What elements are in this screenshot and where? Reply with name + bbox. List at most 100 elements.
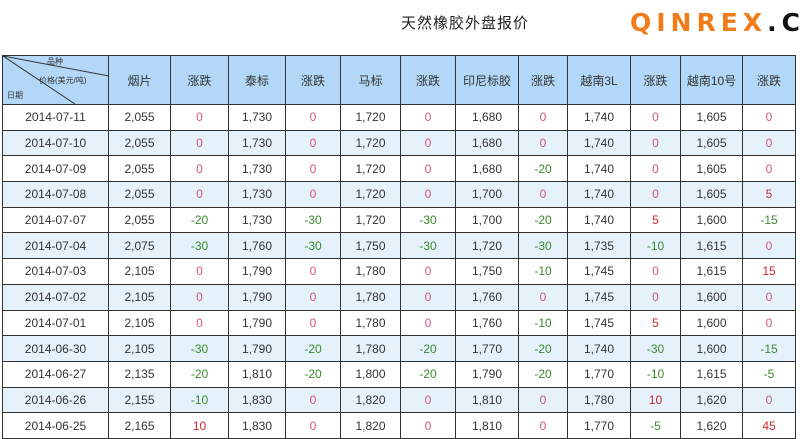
price-cell: 1,740 [567,335,631,362]
price-cell: 1,720 [340,155,401,183]
change-cell: -30 [518,232,568,260]
change-cell: 0 [285,104,341,131]
table-row: 2014-07-01 2,105 0 1,790 0 1,780 0 1,760 -10 1,74… [2,309,796,337]
price-cell: 1,820 [340,412,401,439]
change-cell: -30 [630,335,681,362]
change-cell: 0 [742,309,796,337]
change-cell: -20 [518,335,568,362]
change-cell: -20 [400,360,456,388]
table-row: 2014-06-26 2,155 -10 1,830 0 1,820 0 1,810 0 1,78… [2,386,796,414]
price-cell: 1,615 [680,360,743,388]
table-row: 2014-07-03 2,105 0 1,790 0 1,780 0 1,750 -10 1,74… [2,258,796,285]
change-cell: 0 [742,283,796,311]
date-cell: 2014-07-10 [2,129,109,157]
price-cell: 1,700 [455,206,519,234]
price-cell: 1,780 [340,283,401,311]
table-row: 2014-07-11 2,055 0 1,730 0 1,720 0 1,680 0 1,740 0… [2,104,796,131]
change-cell: 45 [742,412,796,439]
change-cell: 0 [742,232,796,260]
column-header: 涨跌 [170,55,229,105]
price-cell: 1,750 [340,232,401,260]
price-cell: 1,770 [567,360,631,388]
price-cell: 1,730 [228,104,286,131]
change-cell: 0 [518,104,568,131]
price-cell: 1,730 [228,206,286,234]
price-cell: 1,605 [680,181,743,208]
change-cell: 0 [170,309,229,337]
change-cell: 0 [170,155,229,183]
change-cell: 0 [400,309,456,337]
column-header: 涨跌 [285,55,341,105]
price-cell: 1,730 [228,155,286,183]
change-cell: 0 [742,104,796,131]
price-cell: 1,750 [455,258,519,285]
price-cell: 1,730 [228,181,286,208]
table-row: 2014-07-09 2,055 0 1,730 0 1,720 0 1,680 -20 1,74… [2,155,796,183]
price-cell: 1,680 [455,155,519,183]
price-cell: 1,770 [567,412,631,439]
change-cell: 0 [285,258,341,285]
column-header: 泰标 [228,55,286,105]
change-cell: 0 [170,181,229,208]
price-cell: 1,680 [455,104,519,131]
price-cell: 2,055 [108,129,171,157]
change-cell: 0 [630,104,681,131]
change-cell: 0 [630,129,681,157]
price-cell: 1,680 [455,129,519,157]
price-cell: 1,780 [567,386,631,414]
change-cell: 0 [170,104,229,131]
date-cell: 2014-06-26 [2,386,109,414]
price-cell: 1,830 [228,386,286,414]
price-cell: 1,760 [455,283,519,311]
change-cell: -10 [630,232,681,260]
change-cell: 0 [742,155,796,183]
date-cell: 2014-07-07 [2,206,109,234]
change-cell: -20 [518,206,568,234]
change-cell: 0 [400,386,456,414]
price-cell: 1,620 [680,412,743,439]
price-cell: 1,740 [567,206,631,234]
date-cell: 2014-07-04 [2,232,109,260]
change-cell: 0 [518,283,568,311]
price-cell: 1,605 [680,104,743,131]
change-cell: -20 [400,335,456,362]
price-cell: 1,600 [680,283,743,311]
change-cell: 0 [630,155,681,183]
corner-date-label: 日期 [7,91,23,100]
change-cell: 0 [400,155,456,183]
price-cell: 1,780 [340,258,401,285]
change-cell: 0 [285,129,341,157]
table-row: 2014-07-10 2,055 0 1,730 0 1,720 0 1,680 0 1,740 0… [2,129,796,157]
change-cell: 0 [742,129,796,157]
price-cell: 1,720 [455,232,519,260]
price-cell: 1,810 [228,360,286,388]
change-cell: 0 [518,386,568,414]
change-cell: 0 [170,258,229,285]
price-cell: 1,740 [567,181,631,208]
date-cell: 2014-06-25 [2,412,109,439]
price-cell: 2,055 [108,104,171,131]
change-cell: 0 [285,283,341,311]
price-cell: 1,800 [340,360,401,388]
change-cell: 0 [518,129,568,157]
change-cell: 0 [400,412,456,439]
column-header: 越南10号 [680,55,743,105]
column-header: 涨跌 [518,55,568,105]
price-cell: 1,730 [228,129,286,157]
corner-price-label: 价格(美元/吨) [39,76,87,85]
price-cell: 2,105 [108,335,171,362]
price-cell: 2,055 [108,206,171,234]
column-header: 涨跌 [742,55,796,105]
price-cell: 1,760 [455,309,519,337]
date-cell: 2014-07-03 [2,258,109,285]
price-cell: 1,605 [680,155,743,183]
change-cell: 0 [285,155,341,183]
price-cell: 1,790 [228,258,286,285]
change-cell: 10 [630,386,681,414]
change-cell: -20 [170,206,229,234]
price-cell: 2,055 [108,181,171,208]
price-cell: 2,105 [108,283,171,311]
change-cell: -20 [285,335,341,362]
change-cell: 0 [518,412,568,439]
watermark-logo: QINREX.CN [630,8,800,37]
